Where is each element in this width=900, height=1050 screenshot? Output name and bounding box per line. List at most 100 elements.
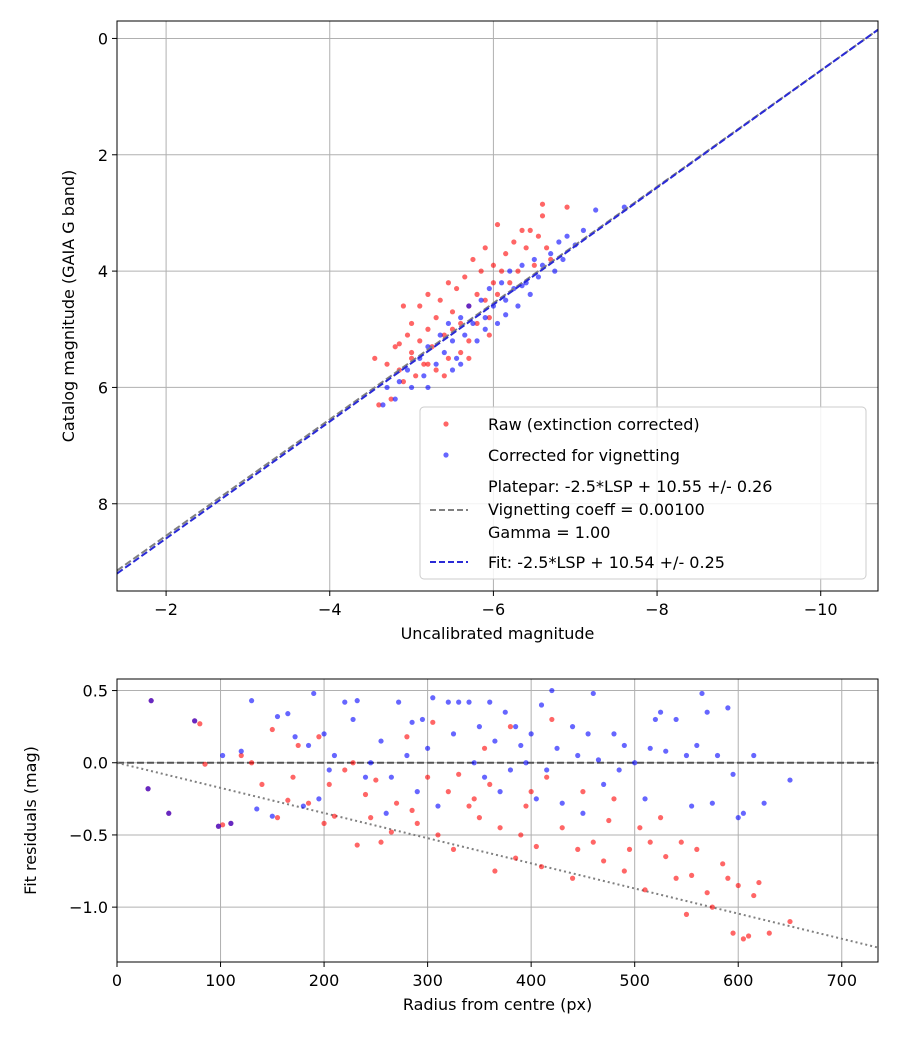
data-point: [678, 839, 684, 845]
data-point: [673, 875, 679, 881]
data-point: [735, 882, 741, 889]
data-point: [396, 341, 402, 347]
data-point: [601, 858, 607, 864]
data-point: [425, 291, 431, 297]
data-point: [453, 285, 460, 292]
data-point: [559, 825, 565, 831]
data-point: [515, 303, 521, 309]
y-tick-label: 2: [98, 146, 108, 165]
data-point: [523, 803, 529, 809]
data-point: [408, 349, 415, 356]
data-point: [197, 721, 203, 727]
data-point: [435, 803, 441, 809]
legend-box: [419, 406, 867, 580]
data-point: [590, 690, 596, 697]
data-point: [486, 332, 492, 338]
data-point: [421, 361, 427, 367]
bottom-y-ticks: 0.5 0.0 −0.5 −1.0: [69, 682, 117, 917]
data-point: [502, 709, 508, 715]
data-point: [259, 781, 265, 788]
data-point: [295, 742, 301, 749]
data-point: [740, 936, 747, 942]
data-point: [396, 379, 402, 385]
data-point: [388, 774, 394, 780]
data-point: [482, 326, 488, 332]
data-point: [663, 853, 669, 860]
bottom-corrected-residuals: [145, 687, 793, 829]
data-point: [481, 774, 488, 780]
data-point: [445, 355, 452, 361]
data-point: [535, 274, 542, 280]
data-point: [527, 291, 533, 297]
data-point: [471, 760, 477, 766]
data-point: [326, 781, 332, 788]
data-point: [408, 320, 415, 327]
data-point: [528, 789, 534, 795]
data-point: [342, 767, 348, 773]
x-tick-label: 500: [619, 971, 650, 990]
bottom-reference-lines: [117, 761, 878, 949]
bottom-raw-residuals: [145, 698, 793, 942]
data-point: [575, 752, 581, 759]
data-point: [515, 268, 521, 274]
legend-raw-label: Raw (extinction corrected): [488, 415, 700, 434]
data-point: [642, 796, 648, 802]
data-point: [238, 748, 244, 754]
data-point: [569, 875, 576, 881]
data-point: [248, 698, 255, 704]
residuals-panel: 0 100 200 300 400 500 600 700 0.5 0.0 −0.5 −1.0 Ra…: [21, 678, 879, 1014]
data-point: [350, 760, 356, 766]
data-point: [507, 280, 513, 286]
data-point: [392, 344, 398, 350]
x-tick-label: −8: [645, 600, 669, 619]
data-point: [593, 207, 599, 213]
data-point: [404, 752, 410, 759]
data-point: [486, 315, 492, 321]
data-point: [413, 373, 419, 379]
data-point: [220, 752, 226, 759]
data-point: [787, 918, 793, 925]
data-point: [494, 320, 501, 327]
data-point: [269, 813, 275, 819]
data-point: [425, 361, 431, 367]
legend-fit-label: Fit: -2.5*LSP + 10.54 +/- 0.25: [488, 553, 725, 572]
data-point: [285, 797, 291, 803]
data-point: [433, 361, 439, 367]
data-point: [673, 716, 679, 723]
data-point: [321, 820, 327, 826]
top-fit-lines: [117, 28, 878, 575]
data-point: [248, 760, 255, 766]
data-point: [305, 742, 312, 749]
data-point: [450, 846, 457, 852]
data-point: [482, 245, 488, 251]
data-point: [595, 757, 602, 763]
data-point: [694, 846, 700, 852]
y-tick-label: 8: [98, 495, 108, 514]
series-line: [117, 28, 878, 572]
data-point: [430, 695, 436, 701]
data-point: [497, 789, 503, 795]
data-point: [404, 734, 410, 740]
data-point: [300, 803, 306, 809]
data-point: [433, 315, 439, 321]
data-point: [751, 752, 757, 759]
data-point: [342, 699, 348, 705]
data-point: [166, 810, 172, 816]
series-line: [117, 761, 878, 949]
data-point: [528, 731, 534, 737]
data-point: [425, 326, 431, 332]
data-point: [372, 355, 378, 361]
data-point: [311, 690, 317, 697]
data-point: [492, 738, 498, 744]
data-point: [683, 752, 690, 759]
data-point: [616, 767, 622, 773]
data-point: [384, 384, 390, 391]
data-point: [466, 803, 472, 809]
y-tick-label: 6: [98, 378, 108, 397]
data-point: [482, 315, 488, 321]
data-point: [580, 789, 586, 795]
data-point: [417, 303, 423, 309]
data-point: [642, 887, 648, 893]
data-point: [657, 815, 664, 821]
data-point: [316, 734, 322, 740]
